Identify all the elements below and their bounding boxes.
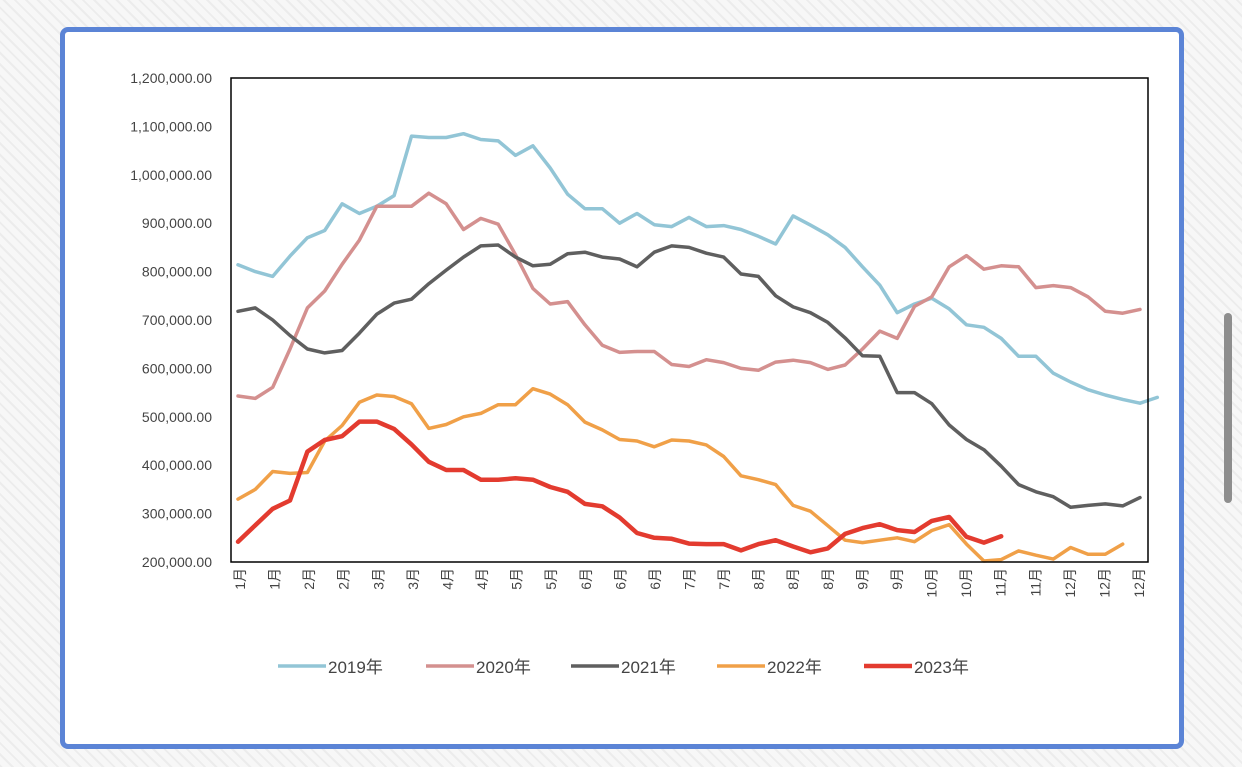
y-tick-label: 300,000.00 bbox=[142, 506, 212, 522]
legend-label: 2019年 bbox=[328, 658, 383, 677]
x-tick-label: 12月 bbox=[1131, 568, 1147, 598]
x-tick-label: 10月 bbox=[924, 568, 940, 598]
y-tick-label: 500,000.00 bbox=[142, 409, 212, 425]
vertical-scrollbar[interactable] bbox=[1224, 313, 1232, 503]
legend-label: 2020年 bbox=[476, 658, 531, 677]
y-tick-label: 900,000.00 bbox=[142, 215, 212, 231]
x-tick-label: 1月 bbox=[267, 568, 283, 590]
x-tick-label: 9月 bbox=[889, 568, 905, 590]
legend: 2019年 2020年 2021年 2022年 2023年 bbox=[278, 658, 969, 677]
x-tick-label: 2月 bbox=[301, 568, 317, 590]
x-tick-label: 4月 bbox=[474, 568, 490, 590]
x-tick-label: 11月 bbox=[1027, 568, 1043, 597]
x-tick-label: 11月 bbox=[993, 568, 1009, 597]
x-tick-label: 6月 bbox=[647, 568, 663, 590]
legend-label: 2022年 bbox=[767, 658, 822, 677]
legend-label: 2023年 bbox=[914, 658, 969, 677]
x-tick-label: 9月 bbox=[854, 568, 870, 590]
y-axis-labels: 1,200,000.00 1,100,000.00 1,000,000.00 900,… bbox=[130, 70, 212, 570]
y-tick-label: 1,200,000.00 bbox=[130, 70, 212, 86]
series-line-1 bbox=[236, 131, 1160, 405]
x-tick-label: 6月 bbox=[578, 568, 594, 590]
x-tick-label: 8月 bbox=[751, 568, 767, 590]
x-tick-label: 8月 bbox=[820, 568, 836, 590]
x-axis-labels: 1月 1月 2月 2月 3月 3月 4月 4月 5月 5月 6月 6月 6月 7月 7月 8月 8月 8月 9月 9月… bbox=[232, 568, 1147, 598]
y-tick-label: 400,000.00 bbox=[142, 457, 212, 473]
x-tick-label: 12月 bbox=[1096, 568, 1112, 598]
x-tick-label: 1月 bbox=[232, 568, 248, 590]
y-tick-label: 700,000.00 bbox=[142, 312, 212, 328]
x-tick-label: 10月 bbox=[958, 568, 974, 598]
x-tick-label: 5月 bbox=[509, 568, 525, 590]
y-tick-label: 800,000.00 bbox=[142, 264, 212, 280]
series-line-5 bbox=[235, 419, 1004, 555]
series-line-3 bbox=[236, 243, 1142, 510]
series-lines bbox=[235, 131, 1160, 563]
chart-card bbox=[60, 27, 1184, 749]
x-tick-label: 3月 bbox=[370, 568, 386, 590]
series-line-2 bbox=[236, 191, 1142, 401]
y-tick-label: 1,100,000.00 bbox=[130, 118, 212, 134]
y-tick-label: 1,000,000.00 bbox=[130, 167, 212, 183]
x-tick-label: 5月 bbox=[543, 568, 559, 590]
x-tick-label: 4月 bbox=[439, 568, 455, 590]
x-tick-label: 7月 bbox=[682, 568, 698, 590]
legend-label: 2021年 bbox=[621, 658, 676, 677]
x-tick-label: 6月 bbox=[612, 568, 628, 590]
x-tick-label: 2月 bbox=[336, 568, 352, 590]
x-tick-label: 3月 bbox=[405, 568, 421, 590]
y-tick-label: 600,000.00 bbox=[142, 360, 212, 376]
series-line-4 bbox=[236, 386, 1125, 563]
x-tick-label: 7月 bbox=[716, 568, 732, 590]
y-tick-label: 200,000.00 bbox=[142, 554, 212, 570]
plot-area-frame bbox=[230, 77, 1149, 563]
x-tick-label: 12月 bbox=[1062, 568, 1078, 598]
x-tick-label: 8月 bbox=[785, 568, 801, 590]
